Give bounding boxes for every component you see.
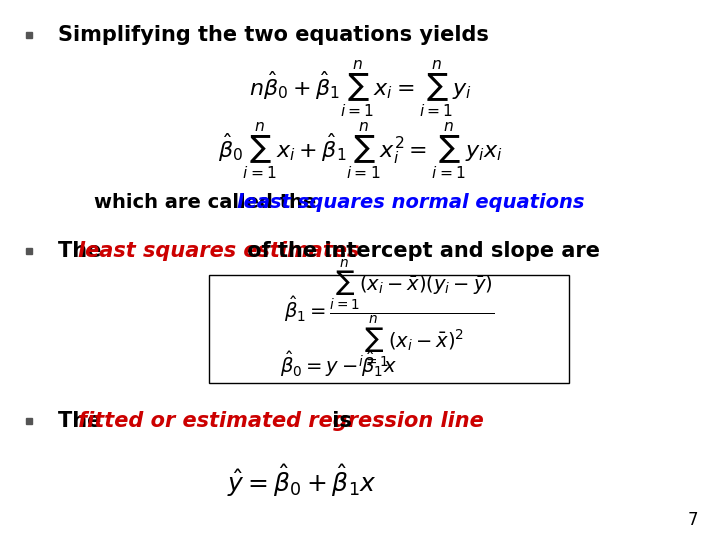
Text: $\hat{y} = \hat{\beta}_0 + \hat{\beta}_1 x$: $\hat{y} = \hat{\beta}_0 + \hat{\beta}_1… xyxy=(228,462,377,499)
Text: 7: 7 xyxy=(688,511,698,529)
Text: which are called the: which are called the xyxy=(94,193,323,212)
Text: least squares normal equations: least squares normal equations xyxy=(238,193,585,212)
FancyBboxPatch shape xyxy=(209,275,569,383)
Text: $n\hat{\beta}_0+ \hat{\beta}_1\sum_{i=1}^{n} x_i = \sum_{i=1}^{n} y_i$: $n\hat{\beta}_0+ \hat{\beta}_1\sum_{i=1}… xyxy=(248,58,472,120)
Text: of the intercept and slope are: of the intercept and slope are xyxy=(240,241,600,261)
Text: least squares estimates: least squares estimates xyxy=(78,241,359,261)
Text: The: The xyxy=(58,241,108,261)
Text: $\hat{\beta}_0\sum_{i=1}^{n} x_i + \hat{\beta}_1\sum_{i=1}^{n} x_i^2 = \sum_{i=1: $\hat{\beta}_0\sum_{i=1}^{n} x_i + \hat{… xyxy=(217,120,503,182)
Text: fitted or estimated regression line: fitted or estimated regression line xyxy=(78,411,484,431)
Text: The: The xyxy=(58,411,108,431)
Text: $\hat{\beta}_0 = y - \hat{\beta}_1 x$: $\hat{\beta}_0 = y - \hat{\beta}_1 x$ xyxy=(280,349,397,380)
Text: Simplifying the two equations yields: Simplifying the two equations yields xyxy=(58,25,488,45)
Text: $\hat{\beta}_1 = \dfrac{\sum_{i=1}^{n}(x_i - \bar{x})(y_i - \bar{y})}{\sum_{i=1}: $\hat{\beta}_1 = \dfrac{\sum_{i=1}^{n}(x… xyxy=(284,258,494,369)
Text: is: is xyxy=(325,411,351,431)
